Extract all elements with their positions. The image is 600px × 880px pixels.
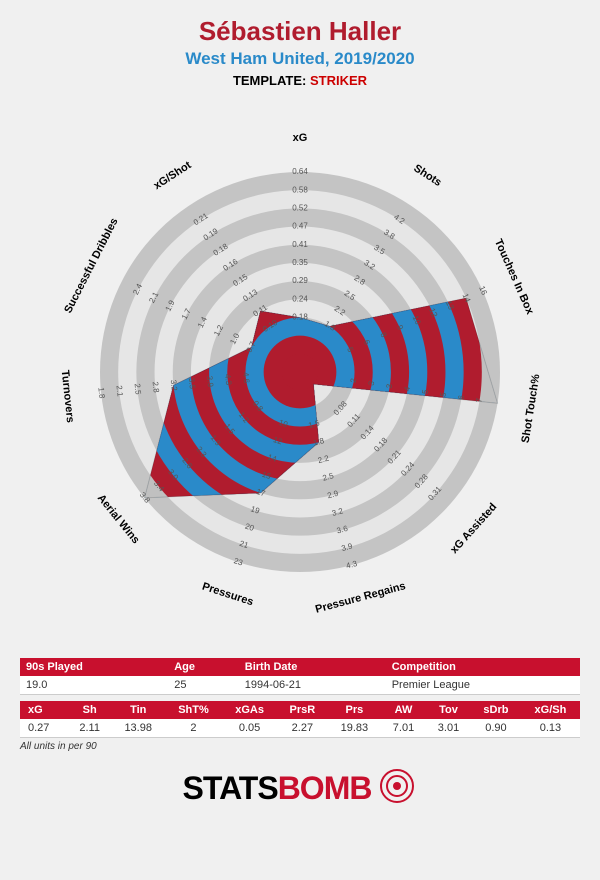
- svg-text:1.8: 1.8: [96, 387, 106, 400]
- svg-text:2.5: 2.5: [133, 383, 143, 396]
- svg-text:xG Assisted: xG Assisted: [448, 501, 499, 556]
- table-header: Birth Date: [239, 658, 386, 676]
- table-header: sDrb: [471, 701, 521, 719]
- logo-text: STATSBOMB: [183, 770, 372, 807]
- svg-text:Shot Touch%: Shot Touch%: [520, 373, 543, 444]
- svg-text:Aerial Wins: Aerial Wins: [95, 492, 142, 546]
- svg-text:0.24: 0.24: [292, 294, 308, 303]
- svg-text:4.6: 4.6: [241, 372, 251, 385]
- footnote: All units in per 90: [20, 741, 580, 752]
- table-header: Sh: [68, 701, 112, 719]
- stats-tables: 90s PlayedAgeBirth DateCompetition 19.02…: [20, 658, 580, 752]
- statsbomb-logo: STATSBOMB: [183, 766, 418, 811]
- svg-text:0.18: 0.18: [292, 313, 308, 322]
- svg-text:3.2: 3.2: [169, 379, 179, 392]
- svg-text:4.3: 4.3: [223, 374, 233, 387]
- table-cell: 13.98: [112, 719, 165, 738]
- table-cell: 0.13: [521, 719, 580, 738]
- table-header: xG: [20, 701, 68, 719]
- svg-text:0.41: 0.41: [292, 240, 308, 249]
- table-header: AW: [381, 701, 426, 719]
- table-cell: 1994-06-21: [239, 676, 386, 695]
- table-header: PrsR: [277, 701, 328, 719]
- table-cell: 19.0: [20, 676, 168, 695]
- logo-text-black: STATS: [183, 770, 278, 806]
- table-cell: 0.05: [222, 719, 277, 738]
- table-cell: 25: [168, 676, 239, 695]
- logo-mark-icon: [377, 766, 417, 811]
- table-cell: 0.90: [471, 719, 521, 738]
- radar-chart: xG 0.18 0.24 0.29 0.35 0.41 0.47 0.52 0.58 0.64 Sh…: [20, 92, 580, 652]
- table-header: Competition: [386, 658, 580, 676]
- svg-text:23: 23: [233, 556, 245, 567]
- table-header: 90s Played: [20, 658, 168, 676]
- table-header: Prs: [328, 701, 381, 719]
- team-season: West Ham United, 2019/2020: [185, 49, 414, 69]
- svg-text:0.47: 0.47: [292, 222, 308, 231]
- metrics-table: xGShTinShT%xGAsPrsRPrsAWTovsDrbxG/Sh 0.2…: [20, 701, 580, 738]
- svg-text:2.8: 2.8: [151, 381, 161, 394]
- table-header: Tin: [112, 701, 165, 719]
- template-value: STRIKER: [310, 73, 367, 88]
- table-header: Age: [168, 658, 239, 676]
- svg-text:Pressure Regains: Pressure Regains: [314, 580, 407, 616]
- table-cell: 2: [165, 719, 222, 738]
- svg-text:3.9: 3.9: [205, 375, 215, 388]
- template-line: TEMPLATE: STRIKER: [233, 73, 367, 88]
- table-cell: Premier League: [386, 676, 580, 695]
- table-header: Tov: [426, 701, 471, 719]
- player-name: Sébastien Haller: [199, 16, 401, 47]
- svg-text:Shots: Shots: [411, 162, 443, 189]
- svg-text:xG: xG: [293, 132, 308, 144]
- svg-text:0.29: 0.29: [292, 276, 308, 285]
- table-cell: 19.83: [328, 719, 381, 738]
- table-header: ShT%: [165, 701, 222, 719]
- info-table: 90s PlayedAgeBirth DateCompetition 19.02…: [20, 658, 580, 695]
- svg-text:0.64: 0.64: [292, 167, 308, 176]
- table-header: xG/Sh: [521, 701, 580, 719]
- logo-text-red: BOMB: [278, 770, 372, 806]
- table-cell: 7.01: [381, 719, 426, 738]
- template-label: TEMPLATE:: [233, 73, 306, 88]
- table-cell: 0.27: [20, 719, 68, 738]
- svg-text:Pressures: Pressures: [201, 581, 255, 609]
- table-header: xGAs: [222, 701, 277, 719]
- svg-text:2.1: 2.1: [115, 385, 125, 398]
- svg-text:0.35: 0.35: [292, 258, 308, 267]
- svg-text:Turnovers: Turnovers: [59, 369, 76, 423]
- table-cell: 3.01: [426, 719, 471, 738]
- svg-text:Touches In Box: Touches In Box: [492, 237, 536, 317]
- table-cell: 2.11: [68, 719, 112, 738]
- svg-text:0.58: 0.58: [292, 185, 308, 194]
- svg-text:Successful Dribbles: Successful Dribbles: [62, 216, 120, 315]
- svg-text:0.52: 0.52: [292, 203, 308, 212]
- table-cell: 2.27: [277, 719, 328, 738]
- svg-text:xG/Shot: xG/Shot: [152, 159, 194, 192]
- svg-text:3.5: 3.5: [187, 377, 197, 390]
